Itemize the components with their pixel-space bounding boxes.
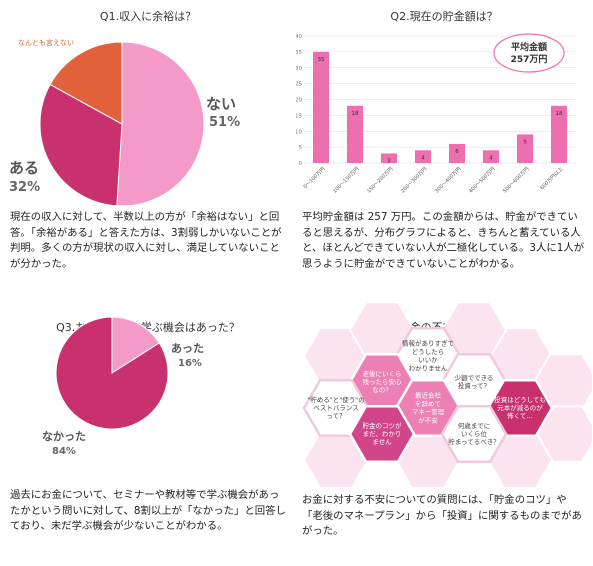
- q2-bar-value-label: 6: [455, 149, 459, 155]
- q3-slice-0: [111, 316, 160, 374]
- q2-panel: Q2.現在の貯金額は？ 0 5 10 15 20 25 30 35 40 35 18 3 4 6 4 9 18…: [296, 0, 592, 283]
- q2-xtick-label: 150〜200万円: [366, 166, 394, 194]
- q4-hexagon-text: 最近会社: [415, 391, 442, 400]
- q2-ytick-label: 10: [296, 129, 302, 135]
- q2-xtick-label: 200〜300万円: [400, 166, 428, 194]
- q4-hexagon-text: まだ、わかり: [363, 430, 402, 438]
- q2-bar-chart: 0 5 10 15 20 25 30 35 40 35 18 3 4 6 4 9 18 0〜100万円 100〜…: [296, 33, 576, 195]
- q3-text: 過去にお金について、セミナーや教材等で学ぶ機会があったかという問いに対して、8割…: [10, 489, 286, 533]
- q2-ytick-label: 35: [296, 50, 302, 56]
- q2-ytick-label: 5: [299, 145, 303, 151]
- q4-hexagon-text: 投資って？: [458, 381, 490, 390]
- q2-bar-value-label: 4: [489, 155, 493, 161]
- q1-label-nai: ない: [206, 95, 237, 113]
- q2-average-badge: [493, 33, 565, 73]
- q3-pct-nakatta: 84%: [52, 446, 76, 457]
- q4-hexagon-text: 残ったら安心: [363, 377, 403, 386]
- q2-text: 平均貯金額は 257 万円。この金額からは、貯金ができていると思えるが、分布グラ…: [302, 211, 585, 270]
- q2-title: Q2.現在の貯金額は？: [390, 10, 498, 23]
- q2-xtick-label: 400〜500万円: [468, 166, 496, 194]
- q4-hexagon-text: わかりません: [409, 364, 448, 372]
- q4-hexagon: [440, 405, 508, 463]
- q4-hexagon-text: 何歳までに: [458, 421, 491, 430]
- q2-bar-value-label: 3: [387, 158, 391, 164]
- q1-pie-chart: [39, 41, 205, 205]
- q2-xtick-label: 500〜600万円: [502, 166, 530, 194]
- q1-slice-1: [39, 83, 123, 205]
- q2-xtick-label: 0〜100万円: [303, 166, 327, 190]
- q1-title: Q1.収入に余裕は？: [99, 10, 197, 23]
- q2-ytick-label: 25: [296, 82, 302, 88]
- q2-bar: [381, 153, 397, 163]
- q4-hexagon-text: って？: [326, 412, 345, 420]
- q2-bar-value-label: 9: [523, 139, 527, 145]
- q2-bar: [483, 150, 499, 163]
- q3-slice-1: [55, 316, 169, 430]
- q4-hexagon-text: 少額でできる: [455, 373, 494, 382]
- q1-label-aru: ある: [9, 159, 40, 177]
- q4-hexagon-text: いいか: [418, 356, 438, 364]
- q2-bar: [313, 51, 329, 163]
- q2-xtick-label: 100〜150万円: [332, 166, 360, 194]
- q4-hexagon-text: マネー管理: [412, 407, 445, 416]
- q4-hexagon-text: なの？: [372, 386, 392, 394]
- q2-ytick-label: 0: [299, 161, 303, 167]
- q4-hexagon-text: ベストバランス: [313, 404, 359, 412]
- q2-ytick-label: 30: [296, 66, 302, 72]
- q1-text: 現在の収入に対して、半数以上の方が「余裕はない」と回答。「余裕がある」と答えた方…: [10, 211, 282, 270]
- q4-hexagon-text: 元本が減るのが: [497, 403, 543, 412]
- q4-hexagon-text: を辞めて: [415, 399, 441, 408]
- q2-badge-line1: 平均金額: [511, 41, 547, 53]
- q2-xtick-label: 600万円以上: [539, 165, 565, 191]
- q2-bar-value-label: 4: [421, 155, 425, 161]
- q2-ytick-label: 40: [296, 34, 302, 40]
- q4-text: お金に対する不安についての質問には、「貯金のコツ」や「老後のマネープラン」から「…: [302, 494, 582, 538]
- q4-hexagon-text: 貯金のコツが: [363, 421, 403, 430]
- q2-ytick-label: 20: [296, 98, 302, 104]
- q2-bar: [551, 105, 567, 163]
- q2-ytick-label: 15: [296, 113, 302, 119]
- q4-panel: Q4.お金の不安はあった？ 情報がありすぎてどうしたらいいかわかりません老後にい…: [296, 283, 592, 566]
- q4-hexagon-text: 怖くて…: [507, 411, 533, 420]
- q4-hexagon-text: 貯まってるべき？: [448, 437, 499, 446]
- q4-hexagon: [348, 405, 416, 463]
- q1-label-nantomo: なんとも言えない: [18, 39, 74, 47]
- q3-pie-chart: [55, 316, 169, 430]
- q2-bar-value-label: 35: [318, 57, 325, 63]
- q1-panel: Q1.収入に余裕は？ なんとも言えない ない 51% ある 32% 現在の収入に…: [0, 0, 296, 283]
- q2-bar-value-label: 18: [556, 111, 563, 117]
- q1-slice-0: [116, 41, 205, 205]
- q2-xtick-label: 300〜400万円: [434, 166, 462, 194]
- q3-panel: Q3.お金について学ぶ機会はあった？ あった 16% なかった 84% 過去にお…: [0, 283, 296, 566]
- q1-pct-nai: 51%: [209, 115, 241, 130]
- q4-hexagon-text: "貯める"と"使う"の: [307, 395, 364, 404]
- q3-label-atta: あった: [171, 342, 204, 355]
- q4-hexagon-text: ません: [372, 438, 392, 446]
- q2-bar: [415, 150, 431, 163]
- q2-bar: [449, 143, 465, 163]
- q2-bar-value-label: 18: [352, 111, 359, 117]
- q4-hexagon-text: 投資はどうしても: [494, 395, 545, 404]
- q3-label-nakatta: なかった: [42, 430, 86, 443]
- q2-badge-line2: 257万円: [511, 54, 548, 65]
- q4-hexagon-text: 老後にいくら: [363, 369, 402, 378]
- q4-hexagon-text: いくら位: [461, 429, 488, 438]
- q3-pct-atta: 16%: [178, 358, 202, 369]
- q2-bar: [517, 134, 533, 163]
- q4-hexagon-text: が不安: [418, 415, 438, 424]
- q2-bar: [347, 105, 363, 163]
- q4-hexagon-text: どうしたら: [412, 348, 445, 356]
- q4-hexagon-text: 情報がありすぎて: [402, 339, 454, 348]
- q1-slice-2: [49, 41, 123, 125]
- q1-pct-aru: 32%: [9, 180, 41, 195]
